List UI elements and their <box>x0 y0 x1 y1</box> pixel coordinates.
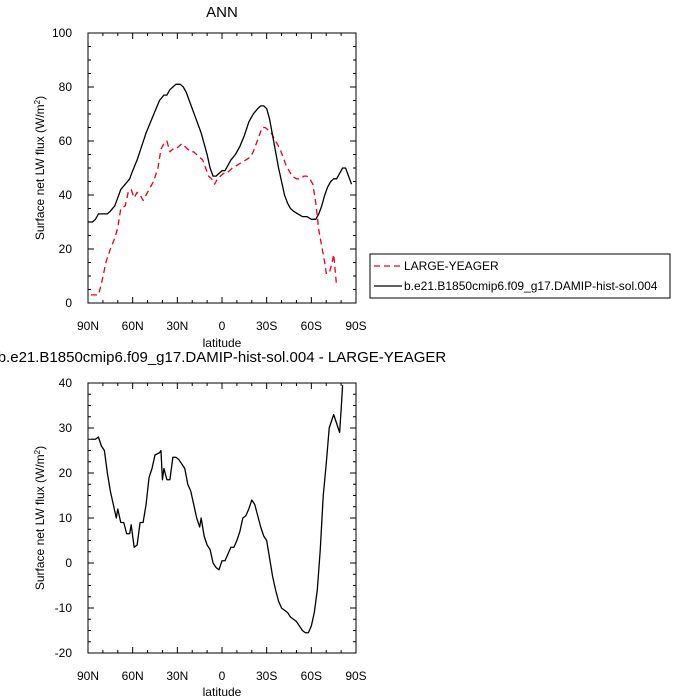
top-x-tick-label: 60S <box>301 319 322 333</box>
top-y-tick-label: 0 <box>65 296 72 310</box>
difference-panel: b.e21.B1850cmip6.f09_g17.DAMIP-hist-sol.… <box>0 349 446 699</box>
legend-label-model: b.e21.B1850cmip6.f09_g17.DAMIP-hist-sol.… <box>404 279 658 293</box>
top-y-tick-label: 20 <box>59 242 73 256</box>
bottom-x-tick-label: 30N <box>166 669 188 683</box>
top-y-tick-label: 40 <box>59 188 73 202</box>
top-ticks: 90N 60N 30N 0 30S 60S 90S 0 20 40 60 80 100 <box>52 26 367 333</box>
top-series-line-2 <box>88 83 353 223</box>
bottom-plot-frame <box>87 382 357 654</box>
bottom-x-axis-label: latitude <box>203 685 242 699</box>
bottom-y-tick-label: -20 <box>55 646 73 660</box>
top-x-tick-label: 90N <box>77 319 99 333</box>
top-x-tick-label: 30S <box>256 319 277 333</box>
top-plot-frame <box>87 32 357 304</box>
top-y-tick-label: 100 <box>52 26 72 40</box>
legend: LARGE-YEAGER b.e21.B1850cmip6.f09_g17.DA… <box>369 253 671 299</box>
bottom-chart-title: b.e21.B1850cmip6.f09_g17.DAMIP-hist-sol.… <box>0 349 446 366</box>
bottom-x-tick-label: 90S <box>345 669 366 683</box>
bottom-y-tick-label: 0 <box>65 556 72 570</box>
top-x-axis-label: latitude <box>203 336 242 350</box>
bottom-x-tick-label: 0 <box>219 669 226 683</box>
top-x-tick-label: 0 <box>219 319 226 333</box>
bottom-y-axis-label: Surface net LW flux (W/m2) <box>33 446 48 590</box>
bottom-y-axis-label-superscript: 2 <box>33 449 42 454</box>
bottom-x-tick-label: 30S <box>256 669 277 683</box>
top-series-line-1 <box>90 126 338 296</box>
bottom-y-tick-label: 30 <box>59 421 73 435</box>
top-x-tick-label: 30N <box>166 319 188 333</box>
legend-label-large-yeager: LARGE-YEAGER <box>404 259 499 273</box>
bottom-x-tick-label: 90N <box>77 669 99 683</box>
bottom-y-tick-label: 40 <box>59 376 73 390</box>
top-y-axis-label-superscript: 2 <box>33 99 42 104</box>
top-x-tick-label: 90S <box>345 319 366 333</box>
bottom-data-layer <box>90 385 344 634</box>
bottom-y-tick-label: 20 <box>59 466 73 480</box>
top-chart-title: ANN <box>206 4 238 21</box>
legend-box <box>369 253 671 299</box>
top-data-layer <box>88 83 353 296</box>
top-x-tick-label: 60N <box>122 319 144 333</box>
bottom-y-tick-label: -10 <box>55 601 73 615</box>
mean-flux-panel: ANN 90N 60N 30N 0 30S 60S 90S 0 20 40 60 80 100 lati… <box>33 4 367 350</box>
bottom-y-tick-label: 10 <box>59 511 73 525</box>
bottom-x-tick-label: 60N <box>122 669 144 683</box>
top-y-axis-label: Surface net LW flux (W/m2) <box>33 96 48 240</box>
top-y-tick-label: 60 <box>59 134 73 148</box>
bottom-x-tick-label: 60S <box>301 669 322 683</box>
bottom-series-line-1 <box>90 385 344 634</box>
bottom-ticks: 90N 60N 30N 0 30S 60S 90S -20 -10 0 10 20 30 40 <box>55 376 367 683</box>
top-y-tick-label: 80 <box>59 80 73 94</box>
